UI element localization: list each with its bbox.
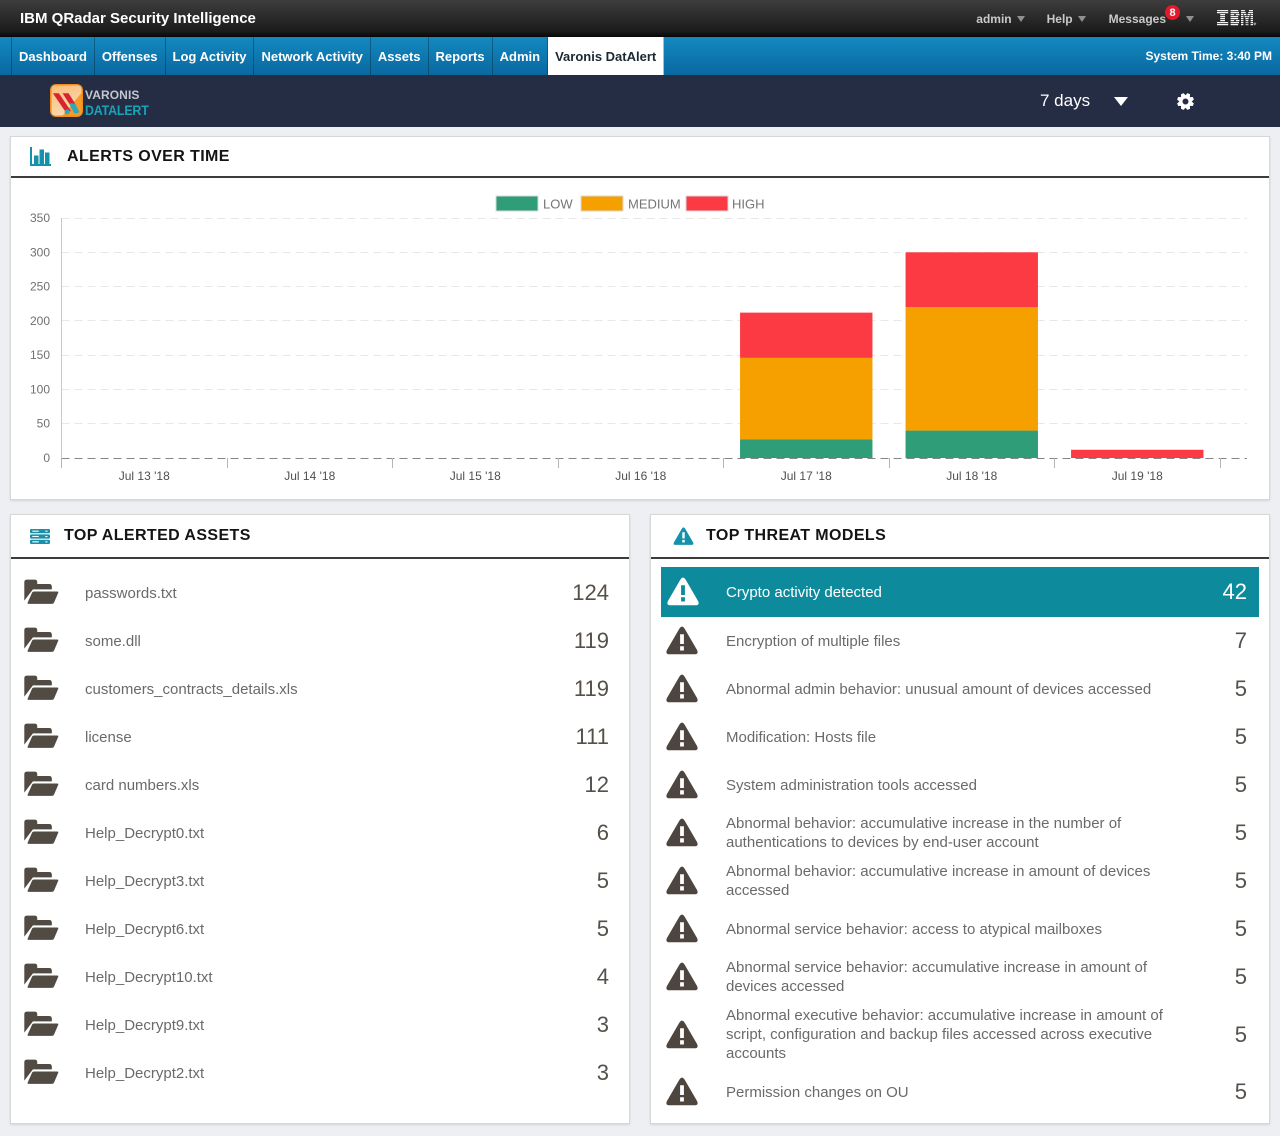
svg-text:350: 350 [30, 211, 50, 225]
svg-text:Jul 19 '18: Jul 19 '18 [1112, 469, 1163, 483]
svg-text:250: 250 [30, 280, 50, 294]
svg-text:Jul 16 '18: Jul 16 '18 [615, 469, 666, 483]
svg-text:50: 50 [37, 417, 51, 431]
svg-text:150: 150 [30, 348, 50, 362]
svg-text:Jul 14 '18: Jul 14 '18 [284, 469, 335, 483]
svg-text:Jul 17 '18: Jul 17 '18 [781, 469, 832, 483]
svg-text:0: 0 [43, 451, 50, 465]
svg-text:Jul 15 '18: Jul 15 '18 [450, 469, 501, 483]
svg-text:200: 200 [30, 314, 50, 328]
svg-text:LOW: LOW [543, 197, 573, 212]
svg-text:Jul 13 '18: Jul 13 '18 [119, 469, 170, 483]
svg-text:100: 100 [30, 382, 50, 396]
svg-text:HIGH: HIGH [732, 197, 765, 212]
svg-text:Jul 18 '18: Jul 18 '18 [946, 469, 997, 483]
svg-text:300: 300 [30, 245, 50, 259]
svg-text:MEDIUM: MEDIUM [628, 197, 681, 212]
